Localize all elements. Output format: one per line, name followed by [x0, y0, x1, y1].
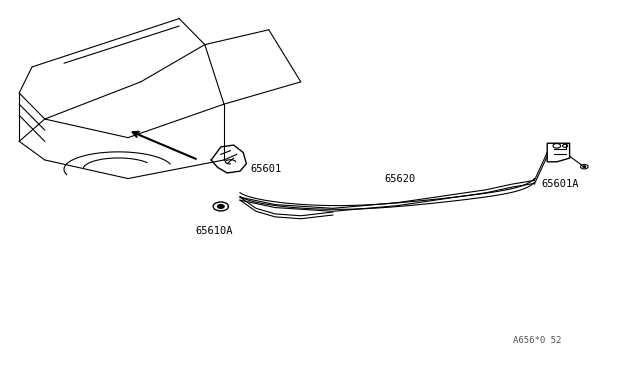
Text: A656*0 52: A656*0 52 — [513, 336, 562, 345]
Text: 65620: 65620 — [385, 174, 415, 183]
Text: 65601A: 65601A — [541, 179, 579, 189]
Circle shape — [218, 205, 224, 208]
Circle shape — [583, 166, 586, 167]
Text: 65610A: 65610A — [196, 226, 233, 235]
Text: 65601: 65601 — [250, 164, 281, 174]
